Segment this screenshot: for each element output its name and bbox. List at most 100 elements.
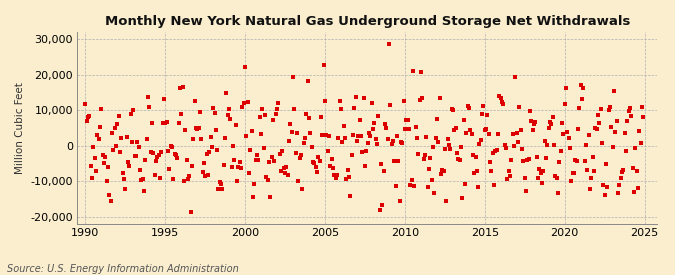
Point bbox=[574, 106, 585, 111]
Point bbox=[396, 140, 406, 144]
Point bbox=[565, 146, 576, 150]
Point bbox=[606, 125, 617, 129]
Point bbox=[157, 121, 168, 125]
Point bbox=[599, 193, 610, 197]
Point bbox=[435, 171, 446, 176]
Point bbox=[561, 86, 572, 90]
Point bbox=[159, 97, 169, 101]
Point bbox=[204, 150, 215, 154]
Point bbox=[277, 149, 288, 154]
Point bbox=[297, 187, 308, 192]
Point bbox=[265, 195, 276, 200]
Point bbox=[321, 133, 331, 137]
Point bbox=[151, 159, 161, 164]
Point bbox=[386, 142, 397, 146]
Point bbox=[353, 134, 364, 139]
Point bbox=[535, 171, 546, 175]
Point bbox=[382, 137, 393, 141]
Point bbox=[190, 126, 201, 130]
Point bbox=[146, 121, 157, 125]
Point bbox=[624, 106, 635, 110]
Point bbox=[513, 139, 524, 144]
Point bbox=[250, 158, 261, 162]
Point bbox=[541, 156, 551, 160]
Point bbox=[612, 119, 622, 124]
Point bbox=[346, 152, 357, 157]
Point bbox=[450, 126, 461, 131]
Point bbox=[174, 86, 185, 90]
Point bbox=[254, 114, 265, 119]
Point bbox=[413, 152, 424, 156]
Point bbox=[237, 105, 248, 109]
Point bbox=[494, 94, 505, 99]
Point bbox=[483, 131, 494, 136]
Point bbox=[443, 143, 454, 148]
Point bbox=[464, 106, 475, 110]
Point bbox=[301, 111, 312, 116]
Point bbox=[537, 181, 547, 185]
Point bbox=[458, 118, 469, 122]
Point bbox=[523, 157, 534, 161]
Point bbox=[360, 164, 371, 169]
Point bbox=[445, 147, 456, 151]
Point bbox=[393, 159, 404, 163]
Point bbox=[292, 131, 302, 135]
Point bbox=[408, 69, 418, 73]
Point bbox=[193, 126, 204, 130]
Point bbox=[619, 131, 630, 136]
Point bbox=[638, 114, 649, 119]
Point bbox=[103, 165, 113, 169]
Point bbox=[209, 111, 220, 115]
Point bbox=[189, 98, 200, 103]
Point bbox=[543, 125, 554, 130]
Point bbox=[485, 160, 495, 164]
Point bbox=[405, 183, 416, 187]
Point bbox=[211, 127, 221, 132]
Title: Monthly New York Natural Gas Underground Storage Net Withdrawals: Monthly New York Natural Gas Underground… bbox=[105, 15, 630, 28]
Point bbox=[128, 108, 138, 112]
Point bbox=[583, 133, 594, 137]
Point bbox=[472, 185, 483, 189]
Point bbox=[117, 171, 128, 175]
Point bbox=[508, 132, 518, 136]
Point bbox=[312, 170, 323, 174]
Point bbox=[156, 150, 167, 154]
Point bbox=[498, 102, 509, 106]
Point bbox=[378, 169, 389, 173]
Point bbox=[598, 182, 609, 187]
Point bbox=[429, 191, 439, 195]
Point bbox=[310, 164, 321, 169]
Point bbox=[284, 139, 294, 143]
Point bbox=[198, 161, 209, 166]
Point bbox=[572, 127, 583, 131]
Point bbox=[557, 121, 568, 126]
Point bbox=[524, 108, 535, 113]
Point bbox=[622, 119, 632, 123]
Point bbox=[300, 135, 310, 140]
Point bbox=[322, 148, 333, 153]
Point bbox=[333, 136, 344, 141]
Point bbox=[105, 199, 116, 203]
Point bbox=[184, 174, 194, 178]
Point bbox=[381, 126, 392, 131]
Point bbox=[553, 191, 564, 195]
Point bbox=[365, 134, 376, 138]
Point bbox=[315, 159, 325, 164]
Point bbox=[164, 167, 175, 171]
Point bbox=[294, 156, 305, 160]
Point bbox=[468, 153, 479, 158]
Y-axis label: Million Cubic Feet: Million Cubic Feet bbox=[15, 82, 25, 174]
Point bbox=[316, 115, 327, 119]
Point bbox=[627, 166, 638, 170]
Point bbox=[185, 210, 196, 214]
Point bbox=[635, 141, 646, 145]
Point bbox=[566, 179, 576, 183]
Point bbox=[441, 199, 452, 204]
Point bbox=[477, 112, 487, 116]
Point bbox=[576, 97, 587, 101]
Point bbox=[558, 132, 569, 136]
Point bbox=[530, 119, 541, 124]
Point bbox=[97, 153, 108, 158]
Point bbox=[215, 179, 225, 184]
Point bbox=[152, 155, 163, 160]
